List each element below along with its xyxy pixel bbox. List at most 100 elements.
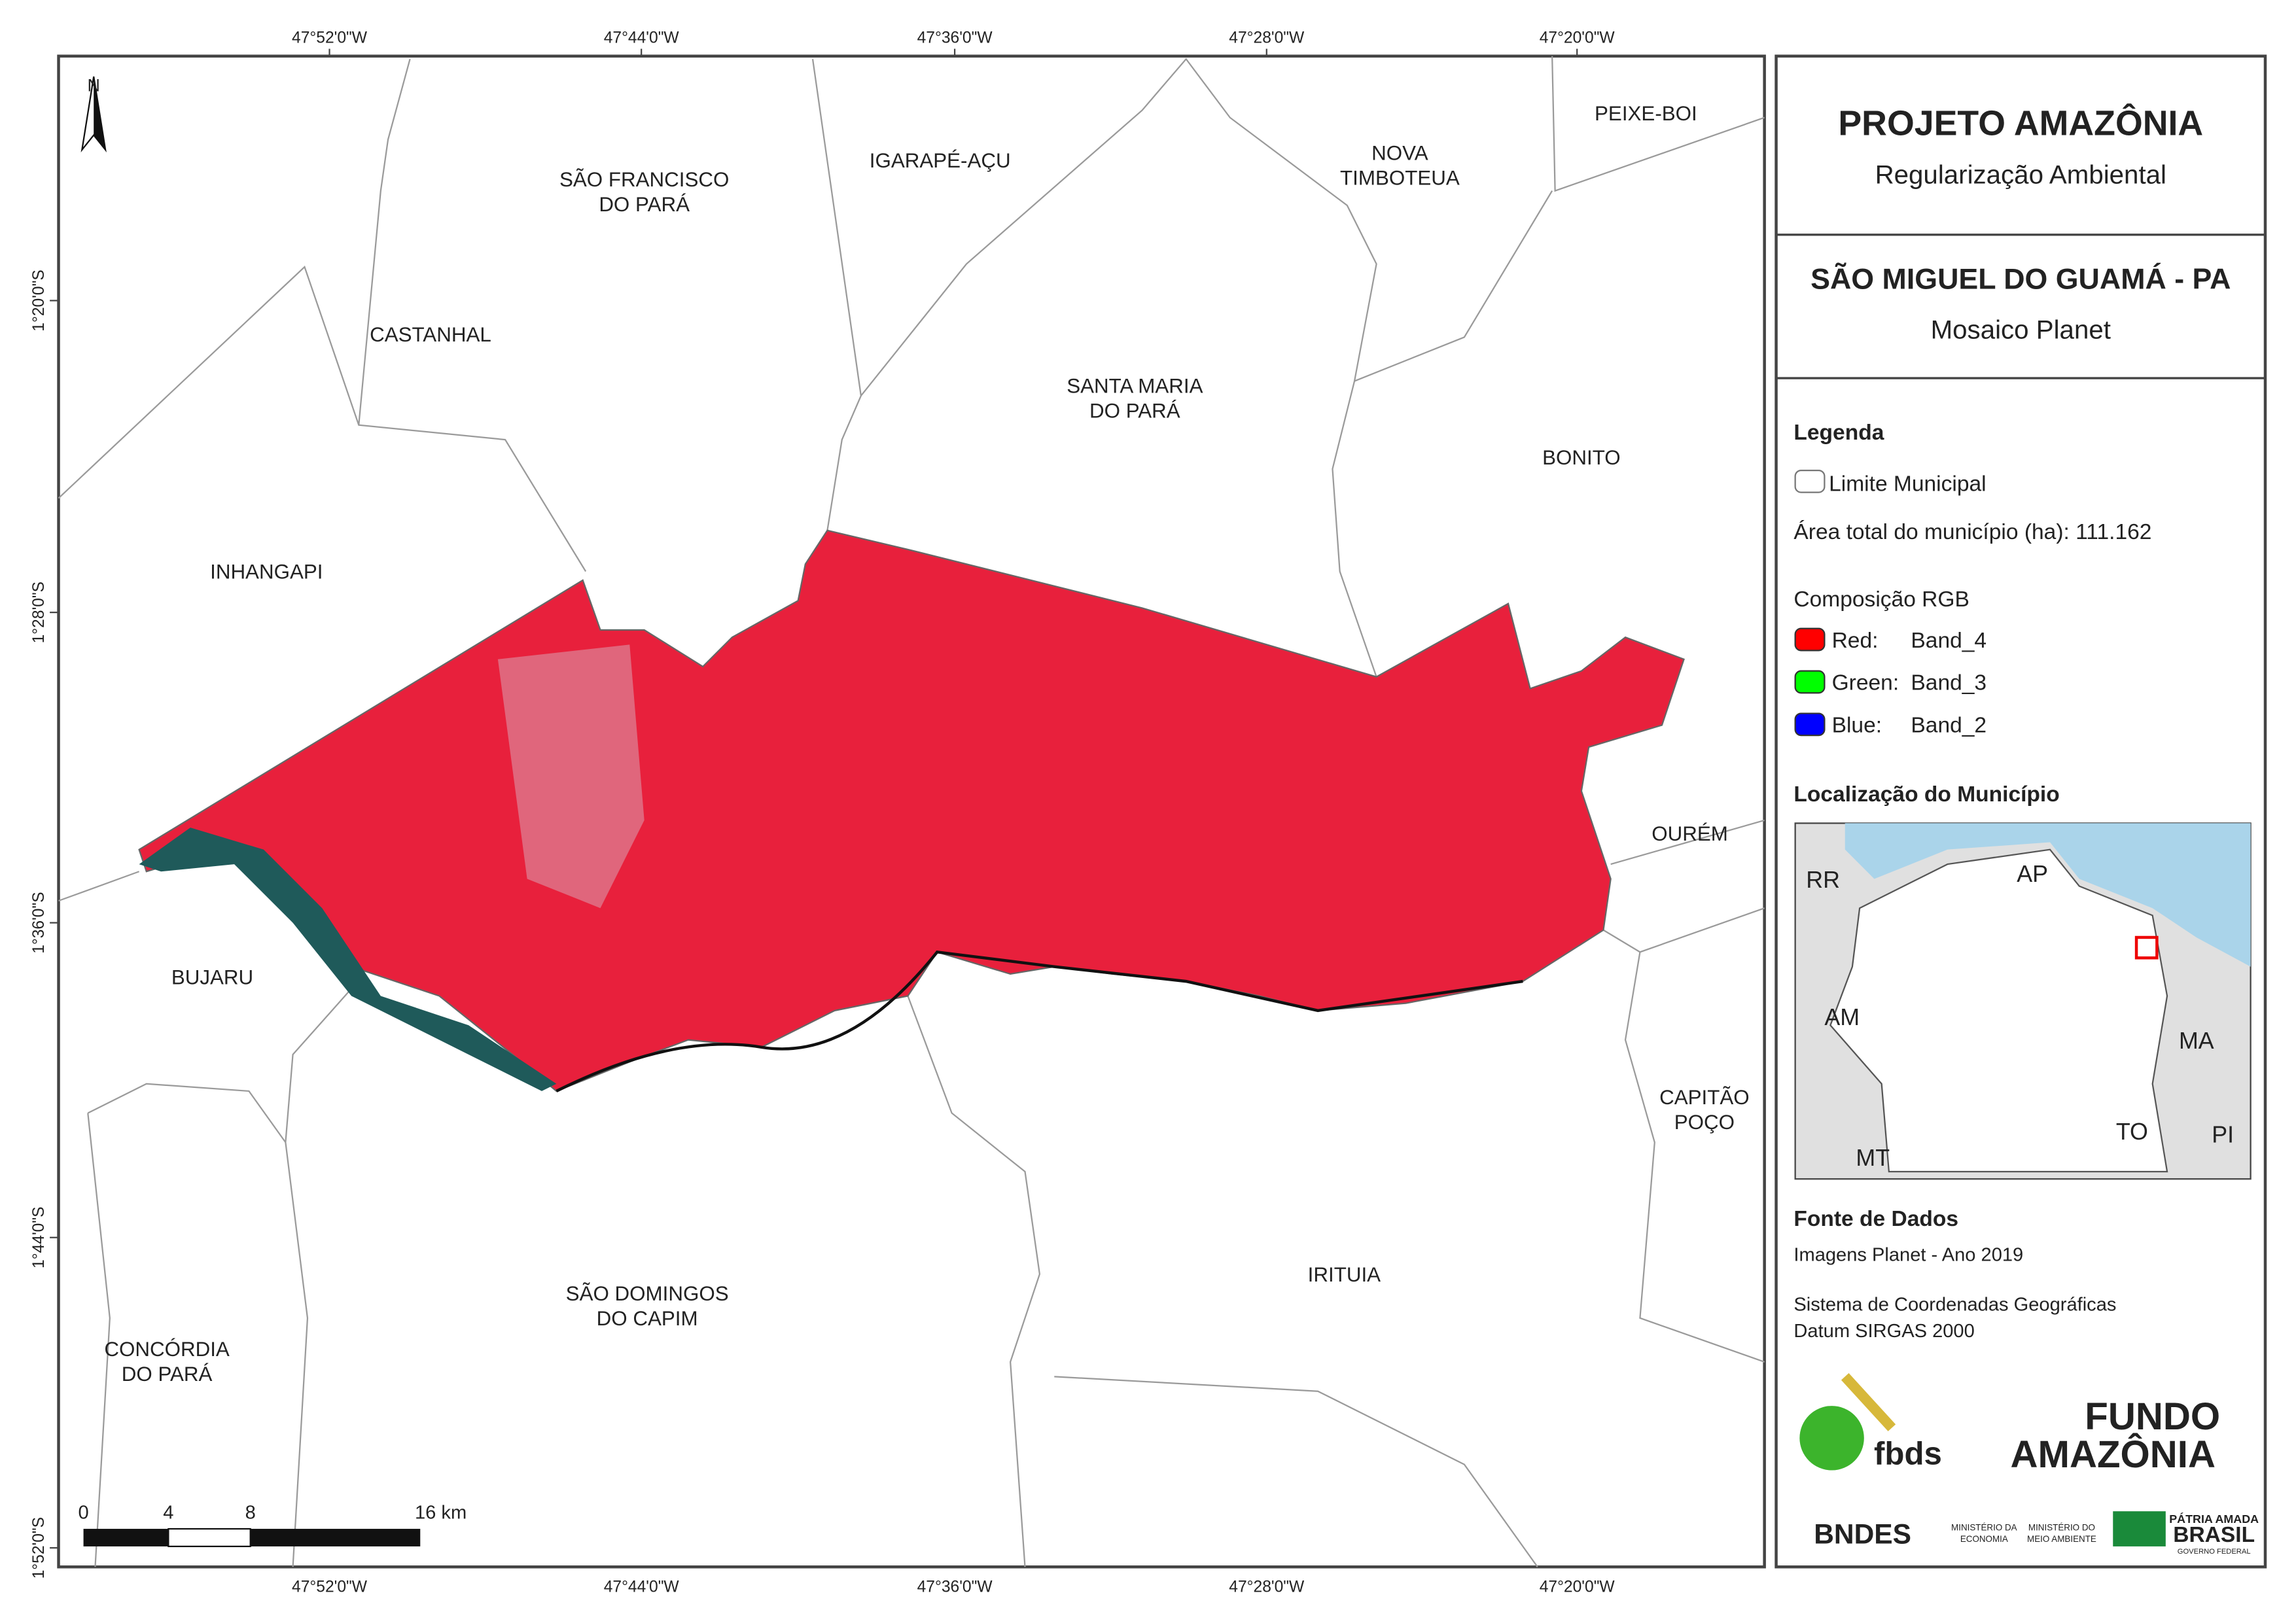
ministry-text: MINISTÉRIO DA: [1951, 1522, 2017, 1532]
state-label: TO: [2116, 1119, 2148, 1145]
boundary: [58, 871, 139, 902]
boundary-swatch: [1794, 469, 1826, 493]
state-label: RR: [1806, 867, 1840, 893]
municipality-label: IGARAPÉ-AÇU: [870, 149, 1011, 172]
boundary: [907, 996, 1041, 1567]
municipality-label: CONCÓRDIA: [104, 1338, 230, 1361]
inset-locator: [2134, 935, 2159, 960]
boundary: [1610, 819, 1765, 865]
scale-segment: [250, 1529, 421, 1546]
scale-segment: [168, 1527, 251, 1548]
municipality-label: POÇO: [1674, 1111, 1735, 1134]
legend-area: Área total do município (ha): 111.162: [1793, 520, 2151, 544]
municipality-label: CAPITÃO: [1659, 1086, 1750, 1109]
amazonia-text: AMAZÔNIA: [2011, 1433, 2216, 1476]
panel-border: [1775, 54, 2267, 1569]
municipality-label: BONITO: [1542, 446, 1621, 469]
municipality-label: SÃO DOMINGOS: [566, 1282, 729, 1305]
longitude-label: 47°44'0"W: [604, 1578, 680, 1596]
brasil-text: BRASIL: [2173, 1523, 2255, 1547]
image-texture: [497, 644, 645, 909]
boundary: [87, 1083, 287, 1143]
sources-line: Datum SIRGAS 2000: [1793, 1321, 1974, 1342]
header-subtitle: Regularização Ambiental: [1875, 160, 2166, 189]
band-name: Blue:: [1832, 714, 1882, 738]
boundary: [860, 58, 1377, 677]
state-label: MT: [1856, 1145, 1890, 1171]
scale-label: 8: [245, 1502, 256, 1523]
band-value: Band_4: [1911, 629, 1987, 653]
boundary: [87, 1113, 111, 1567]
ministry-text: MINISTÉRIO DO: [2028, 1522, 2095, 1532]
longitude-label: 47°20'0"W: [1540, 29, 1616, 47]
band-swatch: [1794, 627, 1826, 652]
longitude-label: 47°52'0"W: [292, 29, 368, 47]
band-name: Green:: [1832, 671, 1899, 695]
latitude-label: 1°44'0"S: [30, 1207, 48, 1268]
municipality-label: BUJARU: [171, 966, 253, 989]
legend-title: Legenda: [1793, 421, 1884, 445]
municipality-label: DO PARÁ: [122, 1363, 213, 1386]
municipality-label: SANTA MARIA: [1067, 374, 1203, 397]
longitude-label: 47°36'0"W: [917, 1578, 993, 1596]
boundary: [1624, 952, 1765, 1363]
sources-line: Imagens Planet - Ano 2019: [1793, 1245, 2023, 1266]
municipality-label: TIMBOTEUA: [1340, 167, 1460, 190]
legend-item: Limite Municipal: [1829, 472, 1987, 496]
latitude-label: 1°36'0"S: [30, 892, 48, 953]
band-value: Band_2: [1911, 714, 1987, 738]
latitude-label: 1°28'0"S: [30, 582, 48, 643]
north-arrow-half: [94, 77, 106, 150]
fbds-logo-bar: [1841, 1373, 1896, 1431]
patria-text: PÁTRIA AMADA: [2169, 1512, 2259, 1526]
municipality-label: DO PARÁ: [599, 193, 690, 216]
fbds-text: fbds: [1874, 1436, 1942, 1472]
sources-title: Fonte de Dados: [1793, 1207, 1958, 1231]
river-edge: [556, 950, 1523, 1092]
map-frame: [57, 54, 1766, 1569]
boundary: [1354, 190, 1553, 382]
state-label: AM: [1824, 1004, 1860, 1030]
inset-para: [1829, 848, 2168, 1173]
municipality-label: IRITUIA: [1308, 1263, 1381, 1286]
scale-label: 0: [78, 1502, 88, 1523]
longitude-label: 47°28'0"W: [1229, 1578, 1305, 1596]
flag: [2113, 1511, 2166, 1546]
longitude-label: 47°28'0"W: [1229, 29, 1305, 47]
boundary: [358, 58, 411, 425]
band-value: Band_3: [1911, 671, 1987, 695]
ministry-text: MEIO AMBIENTE: [2027, 1534, 2096, 1544]
governo-text: GOVERNO FEDERAL: [2178, 1548, 2251, 1556]
boundary: [811, 59, 862, 531]
location-title: Localização do Município: [1793, 782, 2059, 807]
longitude-label: 47°20'0"W: [1540, 1578, 1616, 1596]
municipality-label: DO PARÁ: [1089, 400, 1180, 423]
header-title: PROJETO AMAZÔNIA: [1838, 103, 2203, 143]
north-label: N: [88, 75, 100, 95]
municipality-label: DO CAPIM: [597, 1307, 698, 1330]
map-title: SÃO MIGUEL DO GUAMÁ - PA: [1810, 263, 2231, 296]
band-name: Red:: [1832, 629, 1879, 653]
side-panel: [1775, 54, 2267, 1569]
inset-ocean: [1845, 823, 2251, 967]
fundo-text: FUNDO: [2085, 1395, 2220, 1438]
band-swatch: [1794, 712, 1826, 737]
sources-line: Sistema de Coordenadas Geográficas: [1793, 1295, 2116, 1316]
scale-label: 16 km: [415, 1502, 467, 1523]
longitude-label: 47°52'0"W: [292, 1578, 368, 1596]
ministry-text: ECONOMIA: [1960, 1534, 2008, 1544]
state-label: PI: [2212, 1121, 2234, 1147]
longitude-label: 47°36'0"W: [917, 29, 993, 47]
fbds-logo: [1799, 1406, 1864, 1471]
boundary: [1054, 1376, 1538, 1567]
boundary: [1551, 56, 1765, 192]
scale-segment: [83, 1529, 169, 1546]
municipality-label: SÃO FRANCISCO: [559, 168, 729, 191]
state-label: MA: [2179, 1028, 2214, 1054]
map-subtitle: Mosaico Planet: [1931, 315, 2111, 345]
river: [139, 828, 557, 1091]
scale-label: 4: [163, 1502, 173, 1523]
latitude-label: 1°20'0"S: [30, 270, 48, 331]
